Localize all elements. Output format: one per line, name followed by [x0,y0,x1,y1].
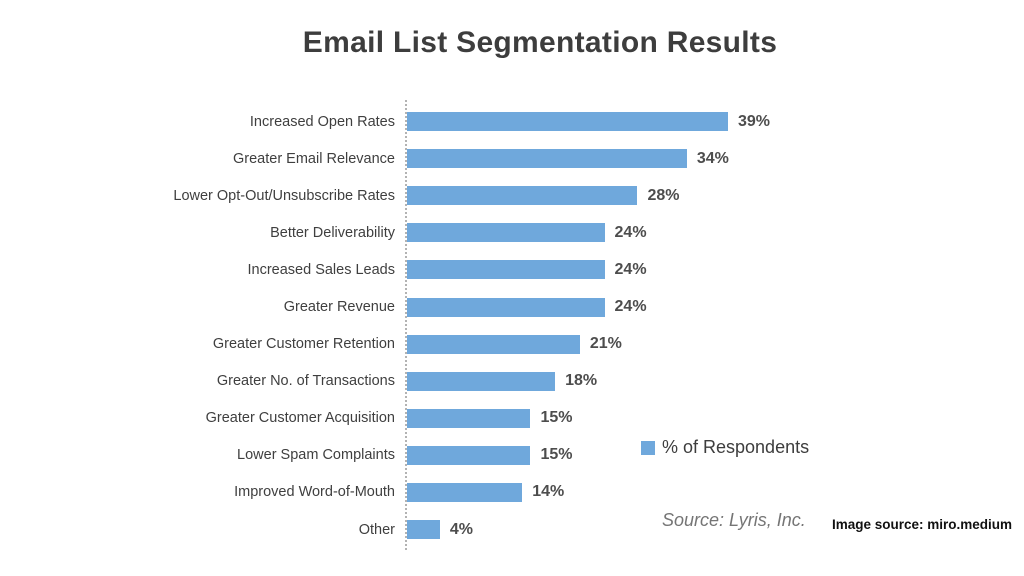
category-label: Lower Spam Complaints [237,447,395,464]
category-label: Lower Opt-Out/Unsubscribe Rates [173,187,395,204]
bar [407,482,523,502]
bar-area: 28% [407,186,1024,206]
chart-row: Greater Customer Acquisition 15% [0,400,1024,437]
category-label: Greater Revenue [283,299,395,316]
chart-row: Increased Sales Leads 24% [0,251,1024,288]
bar [407,334,580,354]
source-note: Source: Lyris, Inc. [662,510,806,530]
bar [407,408,531,428]
chart-row: Greater Email Relevance 34% [0,140,1024,177]
value-label: 24% [614,298,647,316]
chart-row: Other 4% [0,511,1024,548]
bar-area: 14% [407,482,1024,502]
category-label: Greater No. of Transactions [216,373,395,390]
bar-area: 34% [407,149,1024,169]
legend: % of Respondents [641,437,809,458]
category-label: Greater Customer Acquisition [205,410,395,427]
bar [407,297,605,317]
bar-area: 4% [407,520,1024,540]
chart-row: Better Deliverability 24% [0,214,1024,251]
category-label: Better Deliverability [270,224,395,241]
category-label: Increased Open Rates [249,113,395,130]
value-label: 18% [565,372,598,390]
bar [407,520,440,540]
bar-area: 24% [407,260,1024,280]
bar [407,223,605,243]
bar-area: 39% [407,112,1024,132]
axis-baseline [405,100,407,550]
value-label: 15% [540,409,573,427]
category-label: Greater Customer Retention [212,336,395,353]
chart-row: Greater Customer Retention 21% [0,326,1024,363]
bar-area: 24% [407,223,1024,243]
category-label: Increased Sales Leads [247,261,395,278]
bar-area: 15% [407,408,1024,428]
bar [407,260,605,280]
bar [407,371,556,391]
bar-area: 21% [407,334,1024,354]
chart-row: Greater No. of Transactions 18% [0,363,1024,400]
legend-label: % of Respondents [662,437,810,457]
bar-area: 15% [407,445,1024,465]
value-label: 14% [532,483,565,501]
bar [407,186,638,206]
chart-row: Lower Spam Complaints 15% [0,437,1024,474]
bar [407,445,531,465]
value-label: 21% [589,335,622,353]
bar [407,112,728,132]
value-label: 34% [696,149,729,167]
image-credit: Image source: miro.medium [832,517,1013,532]
value-label: 28% [647,186,680,204]
value-label: 4% [449,520,474,538]
bar [407,149,687,169]
legend-swatch [641,440,655,455]
value-label: 24% [614,223,647,241]
chart-row: Improved Word-of-Mouth 14% [0,474,1024,511]
category-label: Greater Email Relevance [233,150,395,167]
value-label: 15% [540,446,573,464]
chart-row: Increased Open Rates 39% [0,103,1024,140]
chart-rows: Increased Open Rates 39% Greater Email R… [0,103,1024,548]
bar-area: 24% [407,297,1024,317]
chart-title: Email List Segmentation Results [302,26,778,59]
bar-area: 18% [407,371,1024,391]
value-label: 39% [737,112,770,130]
category-label: Improved Word-of-Mouth [234,484,395,501]
value-label: 24% [614,260,647,278]
chart-row: Greater Revenue 24% [0,288,1024,325]
chart-row: Lower Opt-Out/Unsubscribe Rates 28% [0,177,1024,214]
category-label: Other [358,521,395,538]
